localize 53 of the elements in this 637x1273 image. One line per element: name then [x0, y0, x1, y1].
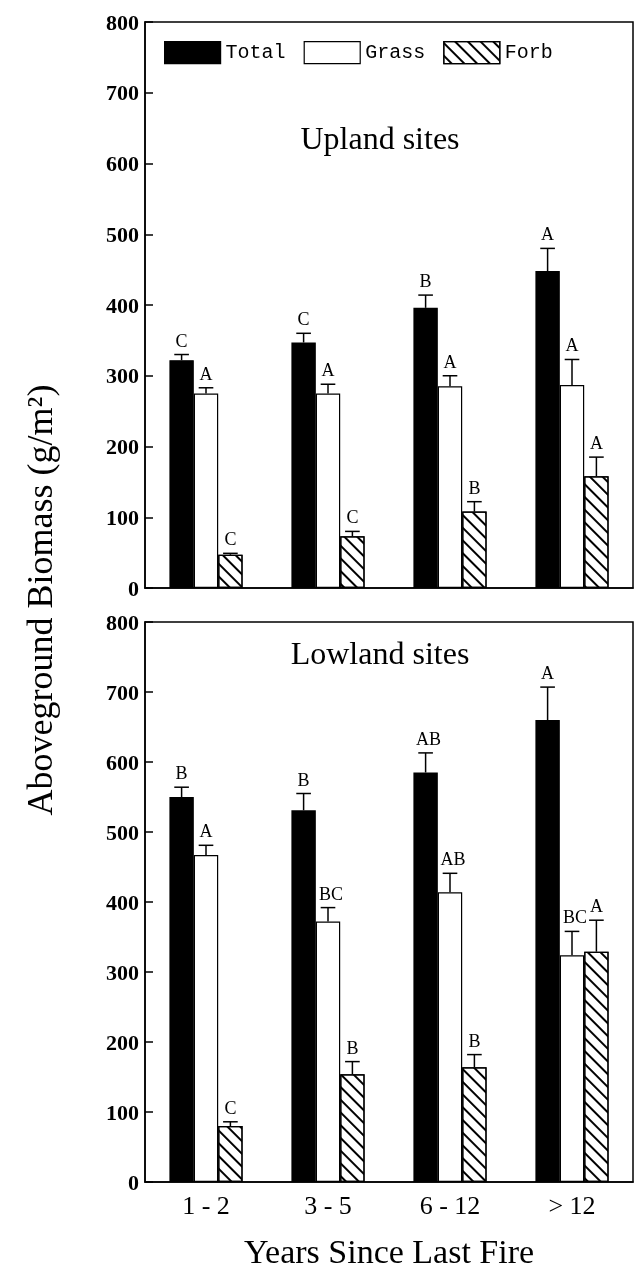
y-tick-label: 400 — [106, 292, 139, 318]
data-label: B — [346, 1037, 359, 1058]
text: Upland sites — [300, 120, 460, 156]
data-label: B — [297, 769, 310, 790]
y-tick-label: 700 — [106, 679, 139, 705]
y-axis-title: Aboveground Biomass (g/m²) — [19, 384, 61, 816]
y-tick-label: 200 — [106, 1029, 139, 1055]
y-tick-label: 100 — [106, 1099, 139, 1125]
x-tick-label: 3 - 5 — [304, 1190, 352, 1220]
y-tick-label: 0 — [128, 1169, 139, 1195]
data-label: C — [297, 309, 310, 330]
data-label: A — [199, 821, 213, 842]
x-axis-title: Years Since Last Fire — [243, 1232, 535, 1270]
y-tick-label: 200 — [106, 434, 139, 459]
y-tick-label: 600 — [106, 749, 139, 775]
data-label: B — [419, 271, 432, 292]
data-label: A — [443, 351, 457, 372]
data-label: A — [541, 224, 555, 245]
data-label: C — [224, 529, 237, 550]
data-label: C — [175, 330, 188, 351]
y-tick-label: 100 — [106, 504, 139, 530]
data-label: B — [468, 477, 481, 498]
legend-label: Forb — [504, 41, 553, 65]
y-tick-label: 600 — [106, 151, 139, 176]
data-label: A — [321, 360, 335, 381]
data-label: B — [468, 1030, 481, 1051]
y-tick-label: 500 — [106, 221, 139, 247]
data-label: A — [199, 363, 213, 384]
data-label: A — [541, 663, 555, 684]
chart-title: Lowland sites — [290, 635, 470, 671]
y-tick-label: 700 — [106, 80, 139, 106]
legend-label: Total — [225, 41, 286, 65]
x-tick-label: 1 - 2 — [182, 1190, 230, 1220]
x-tick-label: 6 - 12 — [419, 1190, 481, 1220]
y-tick-label: 0 — [128, 575, 139, 601]
data-label: C — [346, 507, 359, 528]
y-tick-label: 300 — [106, 363, 139, 389]
data-label: AB — [416, 728, 442, 749]
data-label: A — [589, 433, 603, 454]
data-label: C — [224, 1097, 237, 1118]
data-label: B — [175, 763, 188, 784]
y-tick-label: 400 — [106, 889, 139, 915]
data-label: BC — [562, 907, 588, 928]
x-tick-label: > 12 — [548, 1190, 596, 1220]
data-label: A — [565, 335, 579, 356]
data-label: BC — [318, 883, 344, 904]
y-tick-label: 500 — [106, 819, 139, 845]
y-tick-label: 800 — [106, 9, 139, 35]
legend-label: Grass — [365, 41, 426, 65]
y-tick-label: 300 — [106, 959, 139, 985]
y-tick-label: 800 — [106, 609, 139, 635]
data-label: A — [589, 896, 603, 917]
data-label: AB — [440, 849, 466, 870]
